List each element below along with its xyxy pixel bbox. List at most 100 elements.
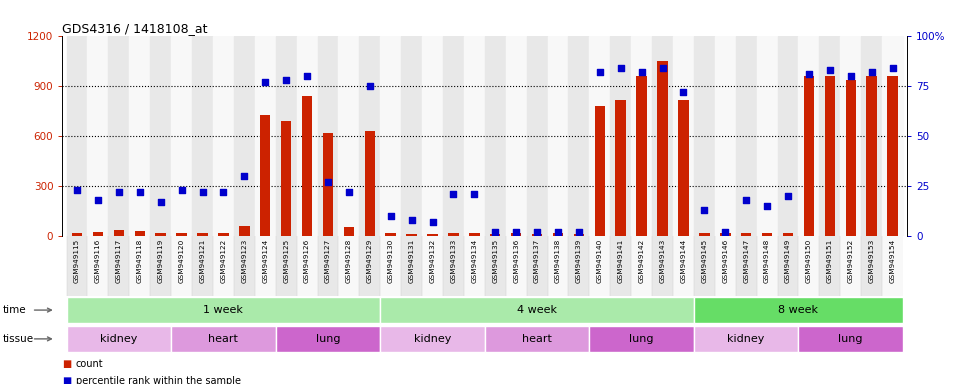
Bar bbox=[469, 233, 480, 236]
Bar bbox=[66, 36, 87, 236]
Bar bbox=[527, 236, 547, 296]
Text: ■: ■ bbox=[62, 376, 72, 384]
Bar bbox=[422, 36, 443, 236]
Bar bbox=[318, 236, 339, 296]
Bar bbox=[652, 236, 673, 296]
Bar bbox=[401, 236, 422, 296]
Bar bbox=[108, 236, 130, 296]
Bar bbox=[867, 76, 876, 236]
Bar bbox=[171, 236, 192, 296]
Bar bbox=[699, 233, 709, 236]
Bar bbox=[93, 232, 103, 236]
Bar bbox=[511, 233, 521, 236]
Bar bbox=[778, 236, 799, 296]
Bar bbox=[485, 236, 506, 296]
Bar bbox=[756, 236, 778, 296]
Bar bbox=[276, 326, 380, 352]
Point bbox=[404, 217, 420, 223]
Bar bbox=[192, 36, 213, 236]
Bar bbox=[762, 233, 773, 236]
Point bbox=[69, 187, 84, 193]
Bar bbox=[589, 236, 611, 296]
Bar bbox=[527, 36, 547, 236]
Point bbox=[717, 229, 732, 235]
Text: lung: lung bbox=[838, 334, 863, 344]
Point bbox=[132, 189, 148, 195]
Text: kidney: kidney bbox=[100, 334, 137, 344]
Text: GSM949118: GSM949118 bbox=[136, 239, 143, 283]
Bar bbox=[380, 36, 401, 236]
Text: GSM949132: GSM949132 bbox=[429, 239, 436, 283]
Bar bbox=[490, 233, 500, 236]
Bar bbox=[756, 36, 778, 236]
Bar bbox=[735, 36, 756, 236]
Bar bbox=[213, 236, 234, 296]
Bar bbox=[171, 36, 192, 236]
Bar bbox=[589, 326, 694, 352]
Bar bbox=[318, 36, 339, 236]
Text: GSM949149: GSM949149 bbox=[785, 239, 791, 283]
Point bbox=[802, 71, 817, 78]
Bar bbox=[568, 36, 589, 236]
Bar bbox=[636, 76, 647, 236]
Text: tissue: tissue bbox=[3, 334, 34, 344]
Bar bbox=[254, 236, 276, 296]
Text: GSM949137: GSM949137 bbox=[534, 239, 540, 283]
Text: GSM949142: GSM949142 bbox=[638, 239, 644, 283]
Point bbox=[488, 229, 503, 235]
Text: GSM949130: GSM949130 bbox=[388, 239, 394, 283]
Bar bbox=[840, 36, 861, 236]
Text: count: count bbox=[76, 359, 104, 369]
Bar bbox=[673, 36, 694, 236]
Bar bbox=[66, 236, 87, 296]
Point bbox=[885, 65, 900, 71]
Text: GSM949125: GSM949125 bbox=[283, 239, 289, 283]
Point bbox=[237, 173, 252, 179]
Bar bbox=[825, 76, 835, 236]
Bar bbox=[720, 233, 731, 236]
Text: GSM949134: GSM949134 bbox=[471, 239, 477, 283]
Bar bbox=[406, 233, 417, 236]
Point bbox=[759, 203, 775, 209]
Text: GSM949147: GSM949147 bbox=[743, 239, 749, 283]
Bar bbox=[506, 236, 527, 296]
Point bbox=[341, 189, 356, 195]
Point bbox=[571, 229, 587, 235]
Text: GSM949150: GSM949150 bbox=[805, 239, 812, 283]
Text: GSM949123: GSM949123 bbox=[241, 239, 248, 283]
Bar bbox=[615, 100, 626, 236]
Bar bbox=[254, 36, 276, 236]
Bar bbox=[301, 96, 312, 236]
Point bbox=[550, 229, 565, 235]
Bar bbox=[276, 36, 297, 236]
Point bbox=[780, 193, 796, 199]
Bar bbox=[553, 233, 564, 236]
Bar bbox=[443, 36, 464, 236]
Text: kidney: kidney bbox=[414, 334, 451, 344]
Bar bbox=[134, 231, 145, 236]
Text: 1 week: 1 week bbox=[204, 305, 243, 315]
Point bbox=[592, 70, 608, 76]
Bar bbox=[694, 36, 715, 236]
Bar bbox=[799, 36, 820, 236]
Point bbox=[697, 207, 712, 213]
Bar bbox=[568, 236, 589, 296]
Point bbox=[634, 70, 649, 76]
Text: GSM949119: GSM949119 bbox=[157, 239, 164, 283]
Bar bbox=[506, 36, 527, 236]
Bar bbox=[177, 233, 187, 236]
Point bbox=[676, 89, 691, 96]
Text: lung: lung bbox=[316, 334, 340, 344]
Point bbox=[822, 67, 837, 73]
Point bbox=[216, 189, 231, 195]
Text: GSM949135: GSM949135 bbox=[492, 239, 498, 283]
Point bbox=[613, 65, 629, 71]
Text: percentile rank within the sample: percentile rank within the sample bbox=[76, 376, 241, 384]
Bar bbox=[846, 80, 856, 236]
Point bbox=[738, 197, 754, 203]
Text: GSM949116: GSM949116 bbox=[95, 239, 101, 283]
Bar bbox=[778, 36, 799, 236]
Bar bbox=[658, 61, 668, 236]
Text: heart: heart bbox=[522, 334, 552, 344]
Bar bbox=[861, 236, 882, 296]
